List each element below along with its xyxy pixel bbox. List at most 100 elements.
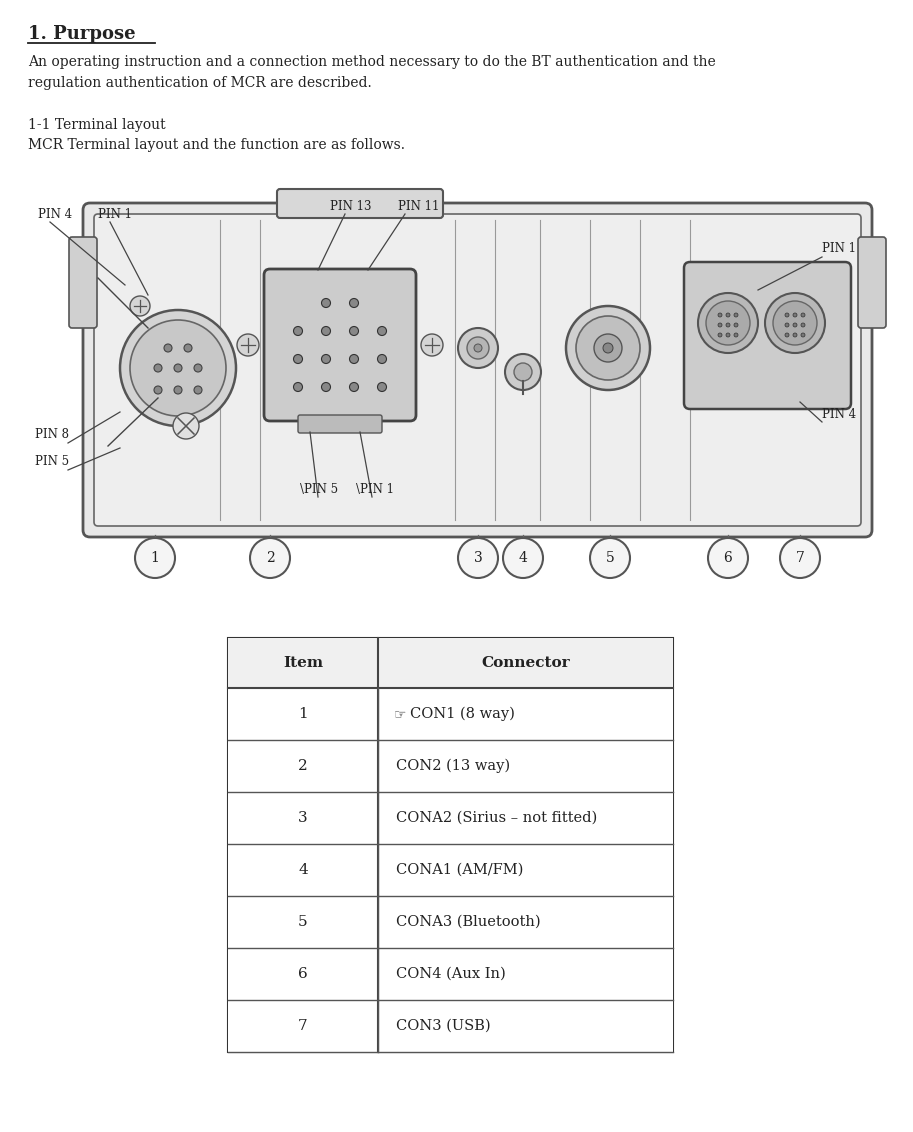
Circle shape bbox=[726, 333, 730, 337]
Circle shape bbox=[785, 333, 789, 337]
Circle shape bbox=[164, 344, 172, 352]
Circle shape bbox=[321, 354, 331, 363]
Circle shape bbox=[250, 538, 290, 578]
Text: CONA1 (AM/FM): CONA1 (AM/FM) bbox=[396, 863, 523, 877]
Text: 3: 3 bbox=[474, 551, 482, 565]
Text: 6: 6 bbox=[724, 551, 732, 565]
Circle shape bbox=[734, 323, 738, 327]
Circle shape bbox=[785, 314, 789, 317]
FancyBboxPatch shape bbox=[684, 261, 851, 409]
Circle shape bbox=[594, 334, 622, 362]
Circle shape bbox=[321, 326, 331, 335]
Circle shape bbox=[135, 538, 175, 578]
Circle shape bbox=[718, 333, 722, 337]
Circle shape bbox=[237, 334, 259, 355]
Circle shape bbox=[377, 326, 386, 335]
Text: 1-1 Terminal layout: 1-1 Terminal layout bbox=[28, 118, 165, 132]
Text: CON3 (USB): CON3 (USB) bbox=[396, 1019, 490, 1034]
Circle shape bbox=[120, 310, 236, 426]
Circle shape bbox=[718, 314, 722, 317]
Text: PIN 8: PIN 8 bbox=[35, 428, 69, 441]
Circle shape bbox=[726, 323, 730, 327]
FancyBboxPatch shape bbox=[858, 237, 886, 328]
Circle shape bbox=[350, 354, 359, 363]
Circle shape bbox=[130, 320, 226, 415]
Text: CONA3 (Bluetooth): CONA3 (Bluetooth) bbox=[396, 915, 540, 929]
FancyBboxPatch shape bbox=[277, 189, 443, 218]
Circle shape bbox=[576, 316, 640, 380]
Circle shape bbox=[801, 314, 805, 317]
Circle shape bbox=[773, 301, 817, 345]
Text: \PIN 5: \PIN 5 bbox=[300, 483, 338, 496]
Circle shape bbox=[350, 383, 359, 392]
FancyBboxPatch shape bbox=[83, 203, 872, 537]
Circle shape bbox=[785, 323, 789, 327]
Text: CON2 (13 way): CON2 (13 way) bbox=[396, 758, 510, 773]
Text: 7: 7 bbox=[299, 1019, 308, 1034]
Text: 5: 5 bbox=[299, 915, 308, 929]
Circle shape bbox=[174, 386, 182, 394]
Circle shape bbox=[377, 383, 386, 392]
Text: \PIN 1: \PIN 1 bbox=[356, 483, 394, 496]
Circle shape bbox=[194, 386, 202, 394]
Circle shape bbox=[474, 344, 482, 352]
Circle shape bbox=[590, 538, 630, 578]
Text: PIN 13: PIN 13 bbox=[330, 200, 372, 213]
Bar bbox=[228, 688, 673, 740]
Bar bbox=[228, 844, 673, 897]
Circle shape bbox=[801, 323, 805, 327]
Text: Item: Item bbox=[283, 657, 323, 670]
Text: 1: 1 bbox=[299, 708, 308, 721]
Text: PIN 4: PIN 4 bbox=[822, 408, 856, 421]
Circle shape bbox=[793, 314, 797, 317]
Text: CON4 (Aux In): CON4 (Aux In) bbox=[396, 967, 506, 981]
Bar bbox=[228, 638, 673, 1052]
Circle shape bbox=[173, 413, 199, 439]
Text: Connector: Connector bbox=[481, 657, 570, 670]
Text: ☞: ☞ bbox=[394, 708, 406, 721]
Circle shape bbox=[350, 299, 359, 308]
Circle shape bbox=[458, 328, 498, 368]
Circle shape bbox=[293, 383, 302, 392]
Text: 7: 7 bbox=[795, 551, 804, 565]
Circle shape bbox=[603, 343, 613, 353]
FancyBboxPatch shape bbox=[298, 415, 382, 434]
Text: CONA2 (Sirius – not fitted): CONA2 (Sirius – not fitted) bbox=[396, 811, 597, 825]
Circle shape bbox=[505, 354, 541, 391]
Text: 5: 5 bbox=[605, 551, 614, 565]
Circle shape bbox=[174, 365, 182, 372]
Text: 2: 2 bbox=[299, 758, 308, 773]
Bar bbox=[228, 740, 673, 792]
Circle shape bbox=[350, 326, 359, 335]
Text: PIN 1: PIN 1 bbox=[822, 242, 856, 255]
Bar bbox=[228, 897, 673, 947]
Circle shape bbox=[458, 538, 498, 578]
Text: PIN 1: PIN 1 bbox=[98, 208, 132, 221]
Text: PIN 11: PIN 11 bbox=[398, 200, 439, 213]
Circle shape bbox=[154, 386, 162, 394]
Bar bbox=[228, 947, 673, 1000]
Circle shape bbox=[377, 354, 386, 363]
Text: PIN 5: PIN 5 bbox=[35, 455, 69, 468]
Circle shape bbox=[765, 293, 825, 353]
Text: MCR Terminal layout and the function are as follows.: MCR Terminal layout and the function are… bbox=[28, 138, 405, 152]
Text: 3: 3 bbox=[299, 811, 308, 825]
Circle shape bbox=[793, 333, 797, 337]
Circle shape bbox=[706, 301, 750, 345]
Circle shape bbox=[566, 306, 650, 391]
Circle shape bbox=[801, 333, 805, 337]
FancyBboxPatch shape bbox=[69, 237, 97, 328]
Bar bbox=[228, 1000, 673, 1052]
Bar bbox=[228, 792, 673, 844]
Circle shape bbox=[321, 299, 331, 308]
Circle shape bbox=[734, 333, 738, 337]
Circle shape bbox=[726, 314, 730, 317]
Circle shape bbox=[321, 383, 331, 392]
Text: 4: 4 bbox=[299, 863, 308, 877]
Text: 6: 6 bbox=[299, 967, 308, 981]
Text: PIN 4: PIN 4 bbox=[38, 208, 72, 221]
FancyBboxPatch shape bbox=[94, 214, 861, 526]
Circle shape bbox=[514, 363, 532, 381]
Circle shape bbox=[130, 295, 150, 316]
Circle shape bbox=[421, 334, 443, 355]
